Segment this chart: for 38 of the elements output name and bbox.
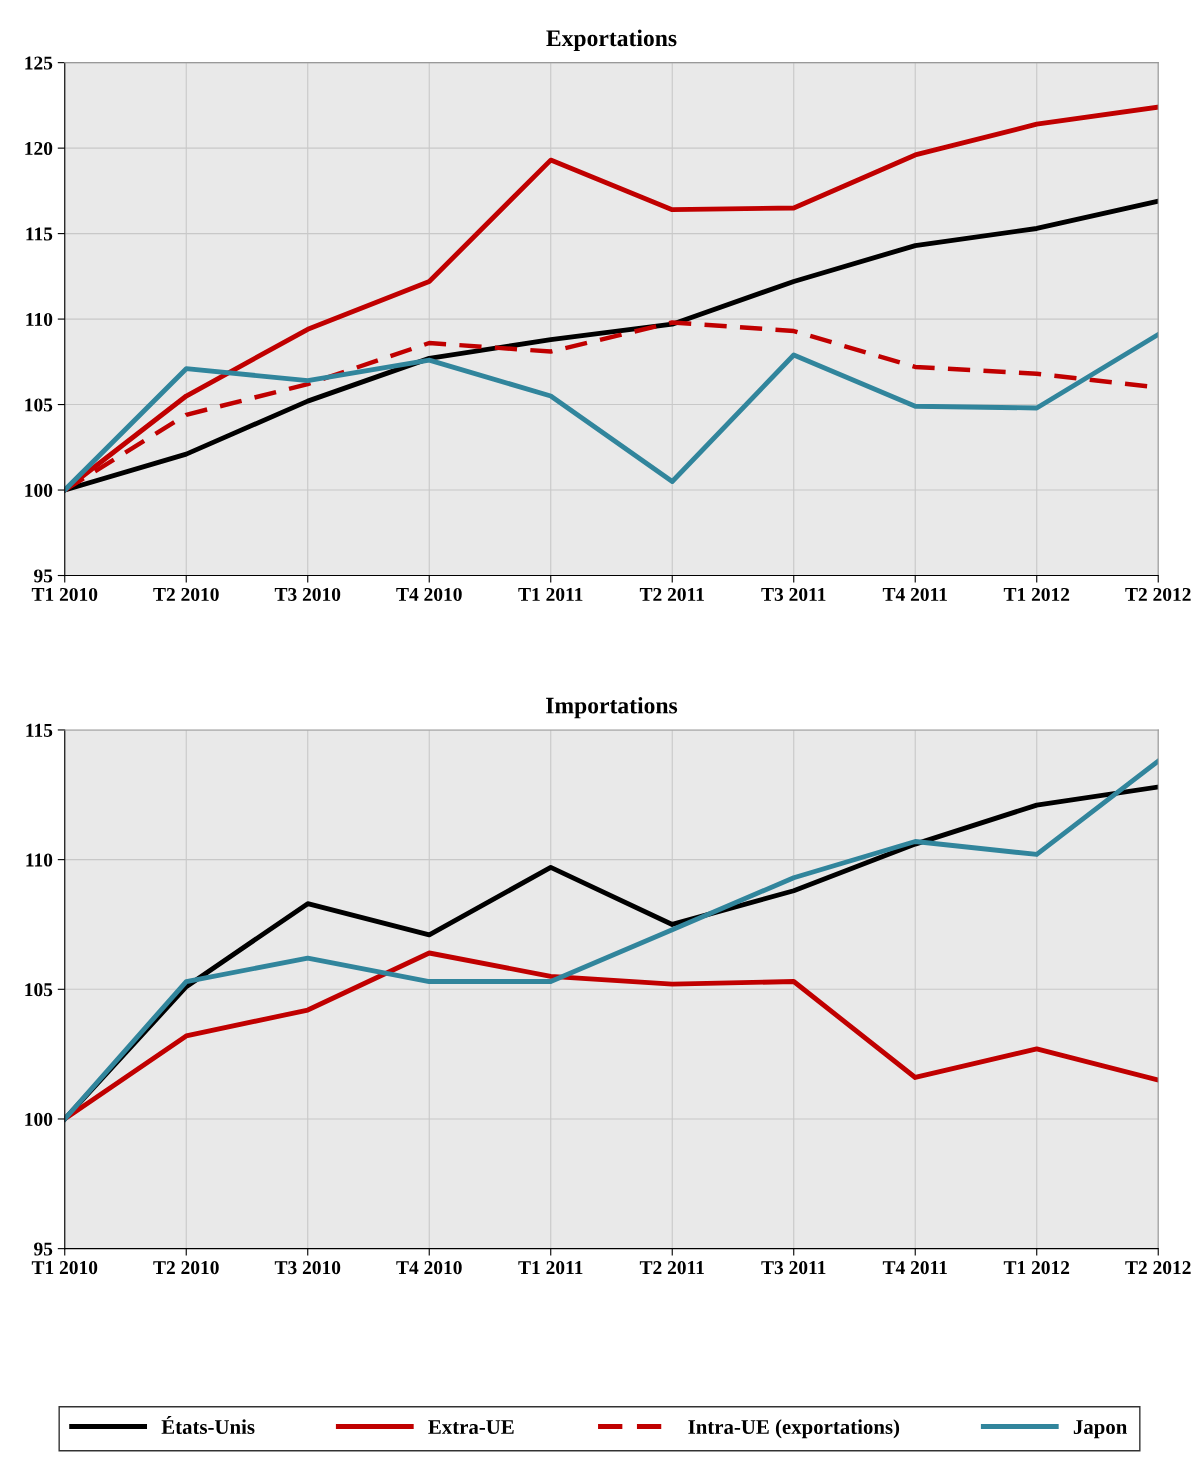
y-tick-label: 105 [25,398,53,412]
legend-label: Japon [1073,1420,1128,1439]
x-tick-label: T2 2011 [639,587,704,601]
y-tick-label: 105 [25,983,53,997]
x-tick-label: T1 2010 [31,1261,98,1275]
x-tick-label: T3 2010 [274,1261,341,1275]
x-tick-label: T1 2011 [518,587,583,601]
y-tick-label: 115 [26,723,53,737]
legend-label: Extra-UE [428,1420,514,1435]
chart-title: Exportations [546,29,677,52]
x-tick-label: T4 2010 [396,1261,462,1275]
y-tick-label: 100 [25,483,53,497]
x-tick-label: T4 2011 [882,587,947,601]
x-tick-label: T2 2012 [1125,1261,1191,1275]
y-tick-label: 95 [34,1242,53,1256]
x-tick-label: T1 2012 [1003,587,1070,601]
x-tick-label: T1 2010 [31,587,98,601]
legend-label: États-Unis [161,1416,255,1435]
x-tick-label: T1 2011 [518,1261,583,1275]
y-tick-label: 100 [25,1112,53,1126]
x-tick-label: T3 2011 [761,587,826,601]
y-tick-label: 110 [26,853,53,867]
y-tick-label: 110 [26,312,53,327]
y-tick-label: 120 [25,141,53,156]
x-tick-label: T2 2011 [639,1261,704,1275]
y-tick-label: 125 [25,56,53,70]
x-tick-label: T1 2012 [1003,1261,1070,1275]
chart-title: Importations [546,696,678,719]
legend-label: Intra-UE (exportations) [688,1419,900,1439]
x-tick-label: T4 2010 [396,587,462,601]
x-tick-label: T3 2010 [274,587,341,601]
y-tick-label: 115 [26,227,53,241]
x-tick-label: T2 2010 [153,587,219,601]
x-tick-label: T4 2011 [882,1261,947,1275]
x-tick-label: T2 2012 [1125,587,1191,601]
x-tick-label: T2 2010 [153,1261,219,1275]
y-tick-label: 95 [34,569,53,583]
x-tick-label: T3 2011 [761,1261,826,1275]
